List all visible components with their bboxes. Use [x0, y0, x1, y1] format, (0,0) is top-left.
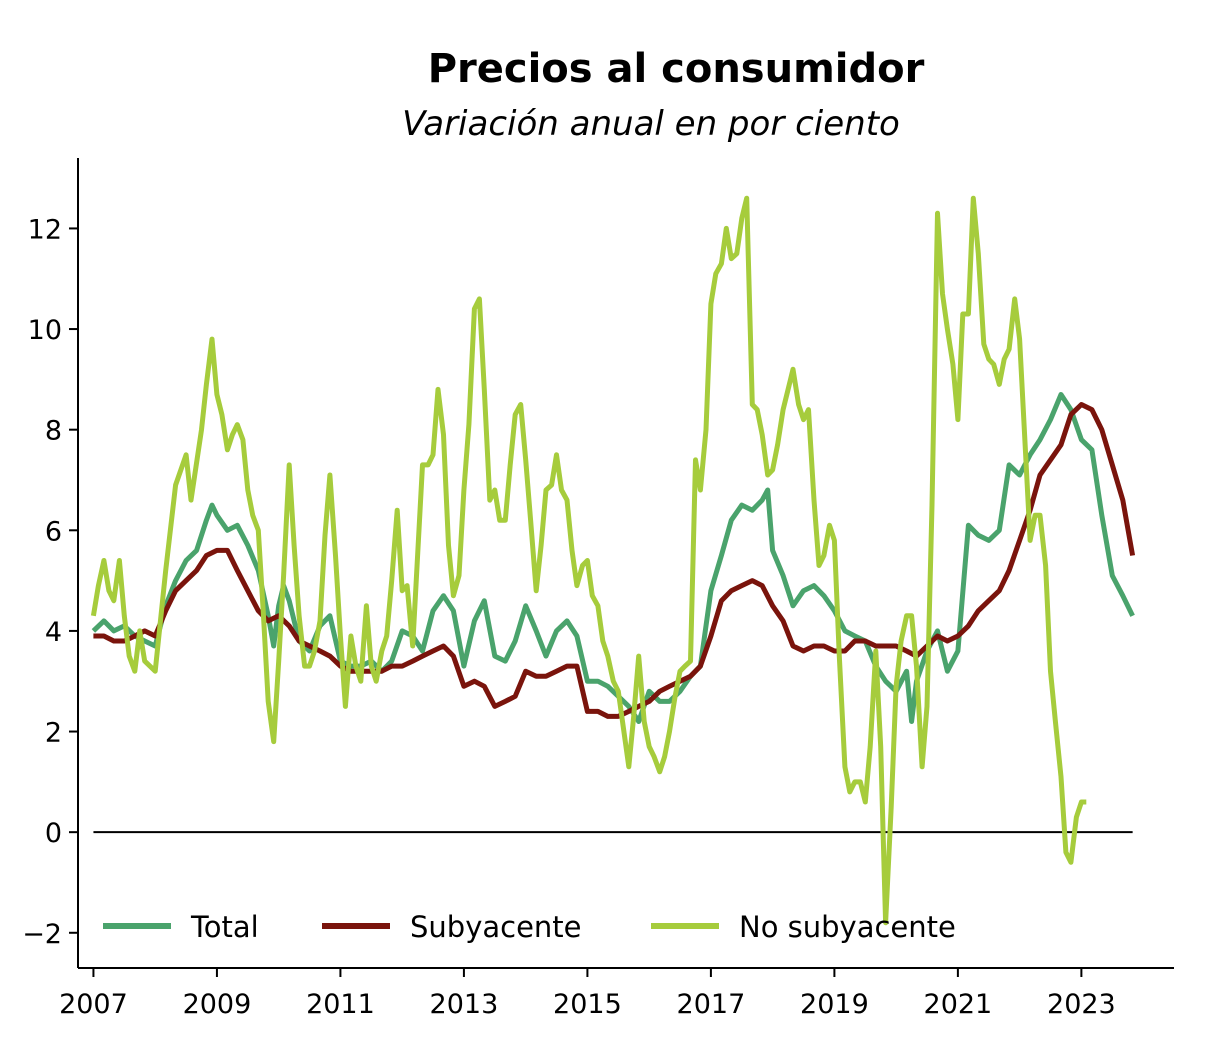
x-tick-label: 2015: [553, 989, 622, 1020]
x-tick-label: 2007: [59, 989, 128, 1020]
series-line-2: [90, 195, 1087, 926]
y-tick-label: 0: [45, 818, 62, 849]
y-tick-label: −2: [22, 919, 62, 950]
x-tick-label: 2023: [1047, 989, 1116, 1020]
y-tick-label: 2: [45, 718, 62, 749]
series-line-1: [93, 402, 1136, 719]
y-tick-label: 6: [45, 516, 62, 547]
x-tick-label: 2011: [306, 989, 375, 1020]
chart-title: Precios al consumidor: [428, 46, 925, 92]
x-tick-label: 2019: [800, 989, 869, 1020]
axes: −2 0 2 4 6 8 10 12 2007 2009 2011 2013 2015 2017 2019 2…: [22, 158, 1174, 1020]
x-tick-label: 2021: [924, 989, 993, 1020]
y-tick-label: 10: [28, 315, 62, 346]
y-tick-label: 4: [45, 617, 62, 648]
y-tick-label: 12: [28, 214, 62, 245]
series-layer: [90, 195, 1136, 926]
x-tick-label: 2017: [677, 989, 746, 1020]
x-tick-label: 2009: [183, 989, 252, 1020]
legend: Total Subyacente No subyacente: [103, 910, 956, 944]
legend-label-0: Total: [190, 910, 259, 944]
legend-label-2: No subyacente: [739, 910, 956, 944]
y-tick-label: 8: [45, 416, 62, 447]
chart-subtitle: Variación anual en por ciento: [402, 104, 900, 144]
legend-label-1: Subyacente: [410, 910, 582, 944]
x-tick-label: 2013: [430, 989, 499, 1020]
